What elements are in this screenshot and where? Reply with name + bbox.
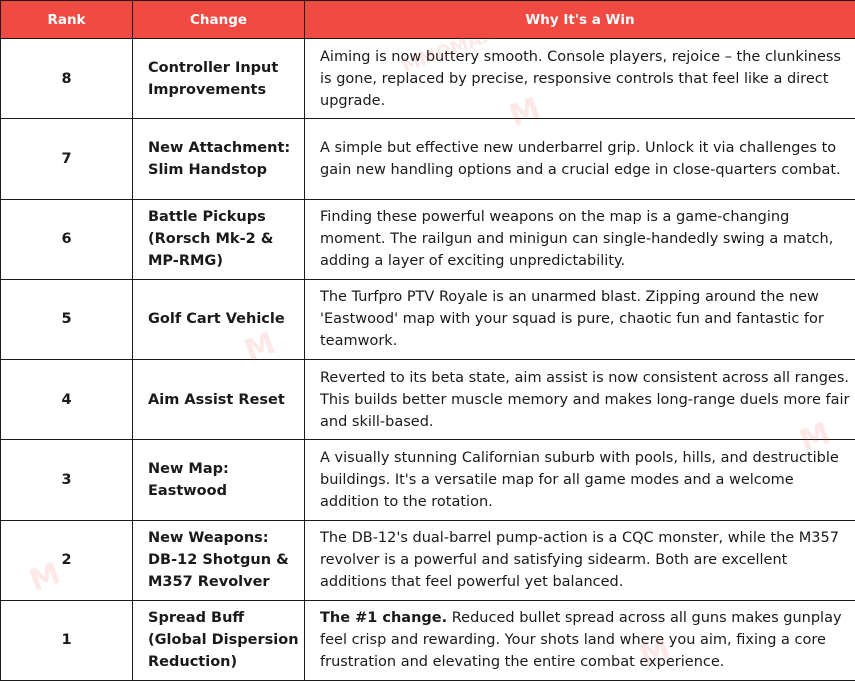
change-cell: Battle Pickups (Rorsch Mk-2 & MP-RMG) (132, 198, 305, 280)
rank-cell: 8 (0, 37, 133, 120)
header-why: Why It's a Win (304, 0, 855, 39)
table-row: 2 New Weapons: DB-12 Shotgun & M357 Revo… (0, 519, 855, 601)
table-header-row: Rank Change Why It's a Win (0, 0, 855, 39)
rank-cell: 7 (0, 118, 133, 200)
rank-cell: 6 (0, 198, 133, 280)
why-cell: A visually stunning Californian suburb w… (304, 439, 855, 521)
why-cell: The #1 change. Reduced bullet spread acr… (304, 599, 855, 681)
change-cell: Controller Input Improvements (132, 37, 305, 120)
why-cell: Finding these powerful weapons on the ma… (304, 198, 855, 280)
table-row: 7 New Attachment: Slim Handstop A simple… (0, 118, 855, 200)
rank-cell: 2 (0, 519, 133, 601)
rank-cell: 3 (0, 439, 133, 521)
why-cell: The DB-12's dual-barrel pump-action is a… (304, 519, 855, 601)
why-cell: A simple but effective new underbarrel g… (304, 118, 855, 200)
table-row: 3 New Map: Eastwood A visually stunning … (0, 439, 855, 521)
change-cell: Golf Cart Vehicle (132, 278, 305, 361)
table-row: 1 Spread Buff (Global Dispersion Reducti… (0, 599, 855, 681)
change-cell: New Map: Eastwood (132, 439, 305, 521)
why-text: Reduced bullet spread across all guns ma… (320, 610, 842, 671)
change-cell: Spread Buff (Global Dispersion Reduction… (132, 599, 305, 681)
change-cell: Aim Assist Reset (132, 358, 305, 441)
table-row: 8 Controller Input Improvements Aiming i… (0, 37, 855, 120)
change-cell: New Weapons: DB-12 Shotgun & M357 Revolv… (132, 519, 305, 601)
header-change: Change (132, 0, 305, 39)
change-cell: New Attachment: Slim Handstop (132, 118, 305, 200)
rank-cell: 4 (0, 358, 133, 441)
why-cell: The Turfpro PTV Royale is an unarmed bla… (304, 278, 855, 361)
table-row: 5 Golf Cart Vehicle The Turfpro PTV Roya… (0, 278, 855, 361)
table-row: 4 Aim Assist Reset Reverted to its beta … (0, 358, 855, 441)
header-rank: Rank (0, 0, 133, 39)
why-cell: Aiming is now buttery smooth. Console pl… (304, 37, 855, 120)
rank-cell: 5 (0, 278, 133, 361)
why-cell: Reverted to its beta state, aim assist i… (304, 358, 855, 441)
rank-cell: 1 (0, 599, 133, 681)
highlight-text: The #1 change. (320, 610, 448, 627)
table-row: 6 Battle Pickups (Rorsch Mk-2 & MP-RMG) … (0, 198, 855, 280)
